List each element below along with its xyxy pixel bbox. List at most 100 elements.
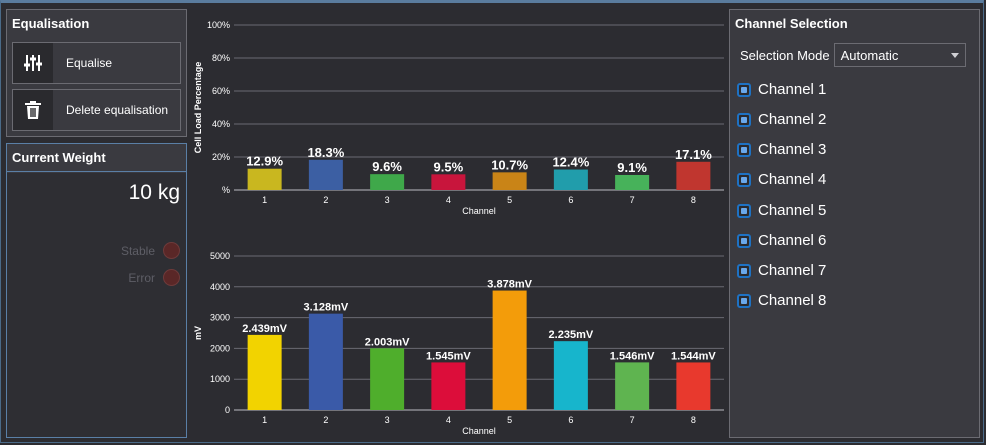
checkbox-icon [737,172,751,187]
current-weight-body: 10 kg Stable Error [7,173,186,437]
y-tick-label: 5000 [210,251,230,261]
checkbox-icon [737,112,751,127]
checkbox-icon [737,82,751,97]
y-tick-label: % [222,185,230,195]
bar [676,362,711,410]
data-label: 12.4% [552,155,589,170]
x-axis-title: Channel [462,426,496,436]
channel-3-checkbox[interactable]: Channel 3 [737,141,826,158]
y-tick-label: 0 [225,405,230,415]
x-tick-label: 6 [568,415,573,425]
selection-mode-label: Selection Mode [740,47,830,63]
y-tick-label: 4000 [210,282,230,292]
channel-label: Channel 4 [758,171,827,188]
data-label: 9.1% [617,160,647,175]
channel-label: Channel 8 [758,292,827,309]
error-indicator: Error [128,269,180,286]
x-tick-label: 3 [385,415,390,425]
data-label: 2.235mV [549,329,594,341]
x-tick-label: 7 [630,195,635,205]
stable-label: Stable [120,243,155,258]
stable-led [163,242,180,259]
channel-8-checkbox[interactable]: Channel 8 [737,292,826,309]
data-label: 2.439mV [242,323,287,335]
checkbox-icon [737,203,751,218]
data-label: 9.6% [372,159,402,174]
y-tick-label: 3000 [210,313,230,323]
checkbox-icon [737,293,751,308]
x-tick-label: 5 [507,195,512,205]
chevron-down-icon [950,52,959,58]
x-tick-label: 1 [262,195,267,205]
stable-indicator: Stable [121,242,180,259]
bar [615,362,650,410]
bar [615,174,650,190]
channel-1-checkbox[interactable]: Channel 1 [737,81,826,98]
channel-selection-panel: Channel Selection Selection Mode Automat… [729,9,980,438]
bar [370,348,405,410]
data-label: 9.5% [434,159,464,174]
sliders-icon [13,43,53,83]
channel-7-checkbox[interactable]: Channel 7 [737,262,826,279]
y-tick-label: 2000 [210,343,230,353]
bar [370,174,405,190]
channel-4-checkbox[interactable]: Channel 4 [737,171,826,188]
x-tick-label: 1 [262,415,267,425]
checkbox-icon [737,142,751,157]
equalisation-title: Equalisation [12,16,90,31]
data-label: 18.3% [307,145,344,160]
bar [553,341,588,410]
data-label: 1.546mV [610,350,655,362]
x-tick-label: 8 [691,195,696,205]
x-tick-label: 5 [507,415,512,425]
x-tick-label: 3 [385,195,390,205]
x-tick-label: 2 [323,415,328,425]
checkbox-icon [737,263,751,278]
channel-6-checkbox[interactable]: Channel 6 [737,232,826,249]
delete-equalisation-label: Delete equalisation [66,103,169,117]
channel-label: Channel 2 [758,111,827,128]
equalise-label: Equalise [66,56,113,70]
bar [553,169,588,190]
trash-icon [13,90,53,130]
x-tick-label: 4 [446,195,451,205]
current-weight-panel: Current Weight 10 kg Stable Error [6,143,187,438]
bar [308,313,343,410]
delete-equalisation-button[interactable]: Delete equalisation [12,89,181,131]
x-tick-label: 7 [630,415,635,425]
y-axis-title: Cell Load Percentage [193,62,203,154]
bar [247,168,282,190]
y-axis-title: mV [193,326,203,340]
millivolt-chart: 0 1000 2000 3000 4000 5000 2.439mV 1 3.128mV 2 2.0… [193,251,724,436]
x-tick-label: 6 [568,195,573,205]
channel-2-checkbox[interactable]: Channel 2 [737,111,826,128]
y-tick-label: 60% [212,86,230,96]
selection-mode-dropdown[interactable]: Automatic [833,43,966,67]
channel-label: Channel 5 [758,202,827,219]
data-label: 3.878mV [487,279,532,291]
error-label: Error [128,270,155,285]
channel-label: Channel 1 [758,81,827,98]
equalise-button[interactable]: Equalise [12,42,181,84]
data-label: 17.1% [675,147,712,162]
bar [247,334,282,410]
x-tick-label: 8 [691,415,696,425]
channel-selection-title: Channel Selection [735,16,848,31]
data-label: 3.128mV [304,302,349,314]
bar [431,362,466,410]
y-tick-label: 1000 [210,374,230,384]
y-tick-label: 20% [212,152,230,162]
channel-label: Channel 3 [758,141,827,158]
data-label: 12.9% [246,154,283,169]
y-tick-label: 80% [212,53,230,63]
bar [431,174,466,190]
y-tick-label: 40% [212,119,230,129]
y-tick-label: 100% [207,20,230,30]
channel-label: Channel 6 [758,232,827,249]
error-led [163,269,180,286]
checkbox-icon [737,233,751,248]
weight-value: 10 kg [128,181,180,204]
channel-5-checkbox[interactable]: Channel 5 [737,202,826,219]
data-label: 1.545mV [426,350,471,362]
